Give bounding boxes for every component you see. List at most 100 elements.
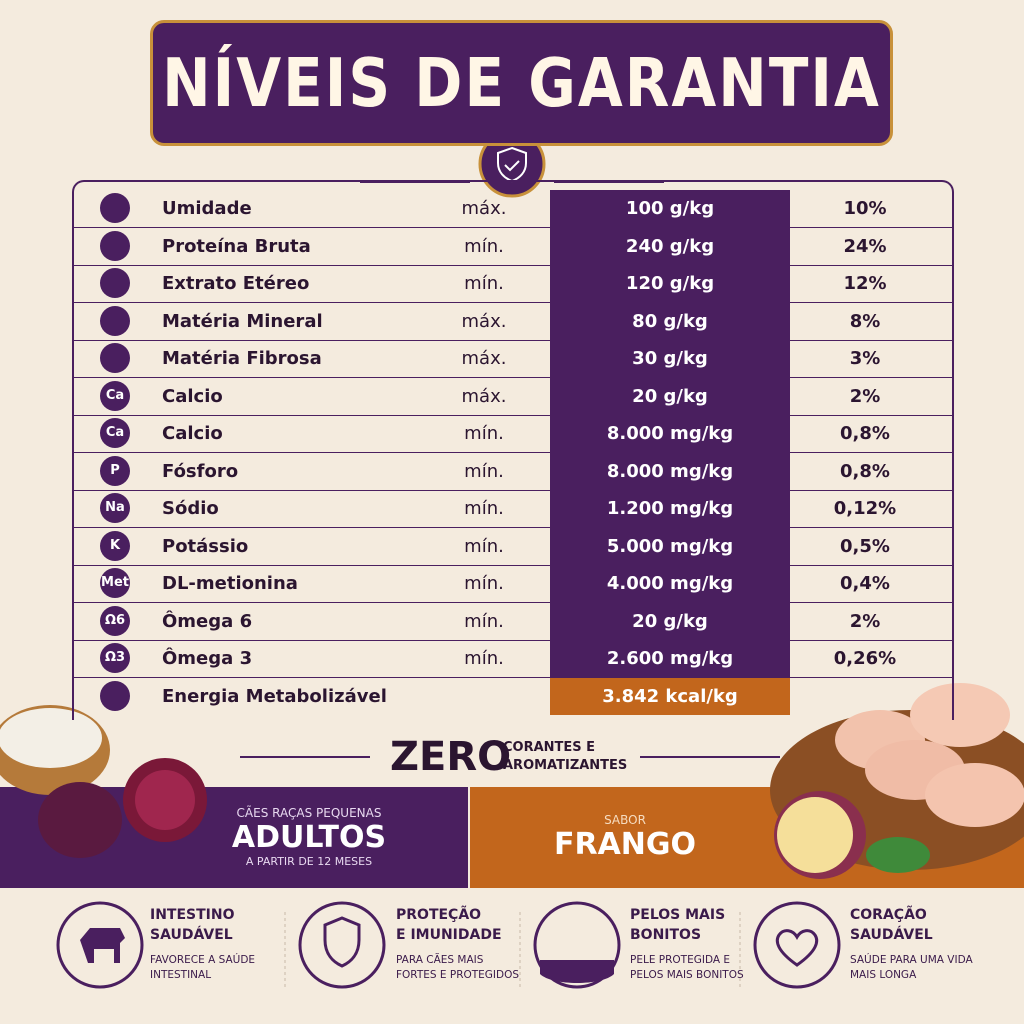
amount: 20 g/kg (550, 377, 790, 415)
percent: 0,8% (840, 460, 890, 482)
feature: INTESTINO SAUDÁVEL FAVORECE A SAÚDE INTESTI… (150, 905, 280, 983)
zero-line: CORANTES E (503, 740, 596, 755)
percent: 10% (843, 198, 887, 219)
percent: 0,26% (833, 648, 897, 669)
feature: PROTEÇÃO E IMUNIDADE PARA CÃES MAIS FORTES … (396, 905, 526, 983)
table-row: Ca Calcio mín. 8.000 mg/kg 0,8% (74, 415, 952, 453)
row-icon: K (100, 530, 130, 561)
row-icon (100, 230, 130, 261)
feature-desc: PELE PROTEGIDA E PELOS MAIS BONITOS (630, 953, 760, 983)
percent: 2% (849, 385, 881, 407)
desc-line: FAVORECE A SAÚDE (150, 954, 256, 966)
amount: 3.842 kcal/kg (550, 677, 790, 715)
row-icon: P (100, 455, 130, 486)
desc-line: PELE PROTEGIDA E (630, 954, 731, 966)
row-icon: Ω3 (100, 643, 130, 673)
qualifier: máx. (461, 385, 507, 407)
band-top: SABOR (604, 812, 646, 827)
amount: 2.600 mg/kg (550, 640, 790, 677)
nutrient-label: Energia Metabolizável (162, 685, 387, 707)
row-icon (100, 343, 130, 373)
amount: 100 g/kg (550, 190, 790, 227)
percent: 12% (843, 273, 887, 294)
table-row: Matéria Fibrosa máx. 30 g/kg 3% (74, 340, 952, 378)
nutrient-label: Potássio (162, 535, 249, 557)
table-row: Matéria Mineral máx. 80 g/kg 8% (74, 302, 952, 341)
band-bottom: A PARTIR DE 12 MESES (245, 855, 373, 868)
amount: 30 g/kg (550, 340, 790, 377)
amount: 120 g/kg (550, 265, 790, 302)
amount: 5.000 mg/kg (550, 527, 790, 565)
zero-word: ZERO (390, 734, 512, 780)
feature-desc: FAVORECE A SAÚDE INTESTINAL (150, 953, 280, 983)
size-band: CÃES RAÇAS PEQUENAS ADULTOS A PARTIR DE … (150, 787, 468, 887)
row-icon (100, 305, 130, 336)
nutrient-label: Calcio (162, 423, 223, 444)
table-row: Ω6 Ômega 6 mín. 20 g/kg 2% (74, 602, 952, 641)
title-line: INTESTINO (150, 907, 235, 923)
feature-title: PELOS MAIS BONITOS (630, 905, 760, 945)
qualifier: mín. (464, 460, 504, 482)
feature-title: CORAÇÃO SAUDÁVEL (850, 905, 980, 945)
title-line: PELOS MAIS (630, 907, 726, 923)
nutrient-label: Fósforo (162, 460, 239, 482)
qualifier: máx. (461, 198, 507, 219)
percent: 8% (849, 310, 881, 332)
qualifier: mín. (464, 273, 504, 294)
desc-line: PELOS MAIS BONITOS (630, 969, 744, 981)
title-line: E IMUNIDADE (396, 927, 502, 943)
amount: 20 g/kg (550, 602, 790, 640)
feature: PELOS MAIS BONITOS PELE PROTEGIDA E PELOS M… (630, 905, 760, 983)
qualifier: mín. (464, 235, 504, 257)
percent: 0,12% (833, 498, 897, 519)
nutrient-label: Ômega 6 (162, 610, 253, 632)
band-main: FRANGO (553, 826, 697, 862)
row-icon: Met (100, 568, 130, 598)
row-icon: Ca (100, 380, 130, 411)
title-line: CORAÇÃO (850, 907, 927, 923)
table-row: Umidade máx. 100 g/kg 10% (74, 190, 952, 228)
title: NÍVEIS DE GARANTIA (162, 43, 881, 123)
nutrient-table: Umidade máx. 100 g/kg 10% Proteína Bruta mín.… (72, 180, 954, 720)
table-row: Na Sódio mín. 1.200 mg/kg 0,12% (74, 490, 952, 528)
zero-line: AROMATIZANTES (503, 758, 628, 773)
feature-desc: PARA CÃES MAIS FORTES E PROTEGIDOS (396, 953, 526, 983)
qualifier: mín. (464, 648, 504, 669)
desc-line: INTESTINAL (150, 969, 212, 981)
desc-line: SAÚDE PARA UMA VIDA (850, 954, 973, 966)
title-line: PROTEÇÃO (396, 907, 482, 923)
amount: 4.000 mg/kg (550, 565, 790, 602)
nutrient-label: Proteína Bruta (162, 235, 311, 257)
zero-text: CORANTES E AROMATIZANTES (503, 739, 627, 775)
amount: 240 g/kg (550, 227, 790, 265)
amount: 8.000 mg/kg (550, 415, 790, 452)
title-line: SAUDÁVEL (150, 927, 233, 943)
title-banner: NÍVEIS DE GARANTIA (150, 20, 893, 146)
qualifier: mín. (464, 423, 504, 444)
desc-line: FORTES E PROTEGIDOS (396, 969, 520, 981)
row-icon: Na (100, 493, 130, 523)
table-row: P Fósforo mín. 8.000 mg/kg 0,8% (74, 452, 952, 491)
percent: 0,5% (840, 535, 890, 557)
nutrient-label: DL-metionina (162, 573, 298, 594)
table-row: Energia Metabolizável 3.842 kcal/kg (74, 677, 952, 715)
feature-title: PROTEÇÃO E IMUNIDADE (396, 905, 526, 945)
nutrient-label: Ômega 3 (162, 648, 253, 669)
row-icon (100, 268, 130, 298)
desc-line: MAIS LONGA (850, 969, 917, 981)
row-icon: Ω6 (100, 605, 130, 636)
qualifier: mín. (464, 610, 504, 632)
table-row: Ca Calcio máx. 20 g/kg 2% (74, 377, 952, 416)
band-main: ADULTOS (231, 820, 387, 855)
qualifier: máx. (461, 310, 507, 332)
nutrient-label: Matéria Mineral (162, 310, 323, 332)
row-icon (100, 193, 130, 223)
nutrient-label: Umidade (162, 198, 252, 219)
percent: 0,4% (840, 573, 890, 594)
nutrient-label: Extrato Etéreo (162, 273, 310, 294)
table-row: Met DL-metionina mín. 4.000 mg/kg 0,4% (74, 565, 952, 603)
amount: 8.000 mg/kg (550, 452, 790, 490)
table-row: Ω3 Ômega 3 mín. 2.600 mg/kg 0,26% (74, 640, 952, 678)
